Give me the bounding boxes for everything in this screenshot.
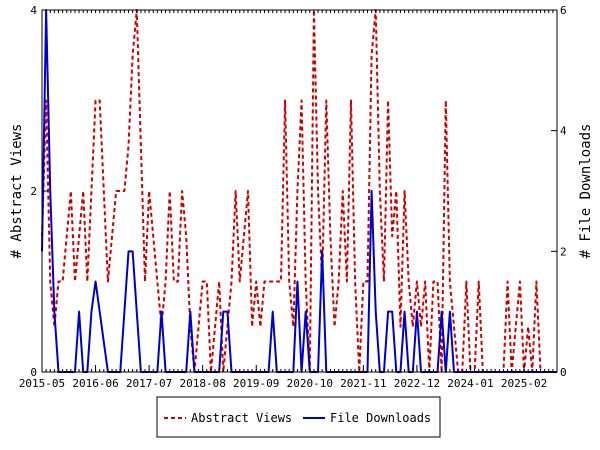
x-tick-label: 2018-08 bbox=[180, 377, 226, 390]
x-tick-label: 2025-02 bbox=[501, 377, 547, 390]
legend: Abstract Views File Downloads bbox=[156, 396, 441, 438]
x-tick-label: 2021-11 bbox=[340, 377, 386, 390]
x-tick-label: 2017-07 bbox=[126, 377, 172, 390]
y-right-tick-label: 0 bbox=[560, 366, 567, 379]
legend-box bbox=[156, 396, 441, 438]
y-axis-title-right: # File Downloads bbox=[578, 124, 594, 259]
y-right-tick-label: 2 bbox=[560, 245, 567, 258]
x-tick-label: 2024-01 bbox=[447, 377, 493, 390]
y-left-tick-label: 2 bbox=[30, 185, 37, 198]
y-left-tick-label: 0 bbox=[30, 366, 37, 379]
axes-layer: 2015-05 2016-06 2017-07 2018-08 2019-09 2020-… bbox=[19, 4, 567, 390]
legend-label-abstract-views: Abstract Views bbox=[191, 411, 292, 425]
x-tick-label: 2020-10 bbox=[287, 377, 333, 390]
x-tick-label: 2019-09 bbox=[233, 377, 279, 390]
x-tick-label: 2015-05 bbox=[19, 377, 65, 390]
x-tick-label: 2016-06 bbox=[72, 377, 118, 390]
legend-label-file-downloads: File Downloads bbox=[330, 411, 431, 425]
x-tick-label: 2022-12 bbox=[394, 377, 440, 390]
y-right-tick-label: 6 bbox=[560, 4, 567, 17]
y-right-tick-label: 4 bbox=[560, 125, 567, 138]
y-left-tick-label: 4 bbox=[30, 4, 37, 17]
y-axis-title-left: # Abstract Views bbox=[9, 124, 25, 259]
